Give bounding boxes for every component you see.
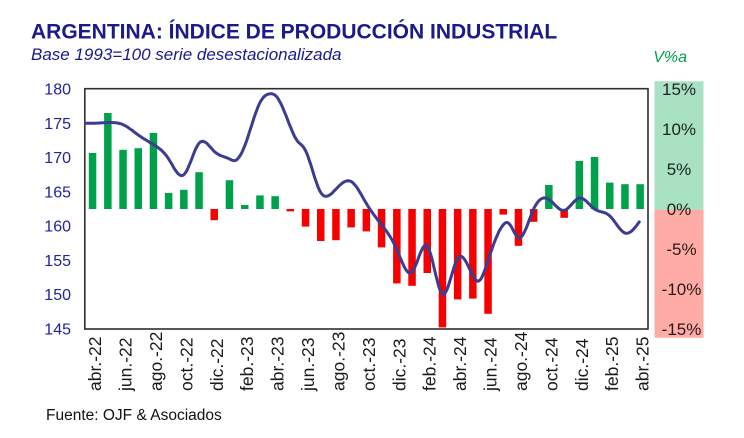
svg-text:jun.-24: jun.-24 — [481, 337, 501, 392]
svg-text:oct.-23: oct.-23 — [359, 338, 379, 392]
svg-text:Fuente: OJF & Asociados: Fuente: OJF & Asociados — [46, 407, 222, 424]
svg-text:150: 150 — [44, 287, 71, 304]
svg-text:jun.-22: jun.-22 — [116, 337, 136, 392]
svg-text:ago.-23: ago.-23 — [329, 332, 349, 391]
svg-text:ago.-24: ago.-24 — [511, 331, 531, 391]
svg-text:155: 155 — [44, 253, 71, 270]
svg-text:feb.-25: feb.-25 — [602, 337, 622, 391]
svg-text:-15%: -15% — [662, 320, 702, 339]
svg-text:oct.-22: oct.-22 — [176, 338, 196, 392]
svg-text:dic.-22: dic.-22 — [207, 338, 227, 391]
svg-text:145: 145 — [44, 322, 71, 339]
svg-text:jun.-23: jun.-23 — [298, 337, 318, 392]
svg-text:-5%: -5% — [666, 240, 696, 259]
svg-text:0%: 0% — [667, 200, 692, 219]
svg-text:-10%: -10% — [662, 280, 702, 299]
svg-text:175: 175 — [44, 116, 71, 133]
svg-text:abr.-22: abr.-22 — [85, 337, 105, 391]
svg-text:feb.-24: feb.-24 — [420, 336, 440, 391]
svg-text:dic.-24: dic.-24 — [572, 338, 592, 391]
svg-text:160: 160 — [44, 219, 71, 236]
svg-text:V%a: V%a — [653, 49, 687, 66]
svg-text:ARGENTINA: ÍNDICE DE PRODUCCIÓ: ARGENTINA: ÍNDICE DE PRODUCCIÓN INDUSTRI… — [31, 20, 557, 44]
svg-text:dic.-23: dic.-23 — [389, 338, 409, 391]
svg-text:165: 165 — [44, 184, 71, 201]
svg-text:feb.-23: feb.-23 — [237, 337, 257, 391]
svg-text:10%: 10% — [662, 120, 696, 139]
svg-text:ago.-22: ago.-22 — [146, 332, 166, 391]
svg-text:180: 180 — [44, 82, 71, 99]
svg-text:15%: 15% — [662, 80, 696, 99]
svg-text:abr.-24: abr.-24 — [450, 336, 470, 391]
svg-text:170: 170 — [44, 150, 71, 167]
svg-text:abr.-25: abr.-25 — [633, 337, 653, 391]
svg-text:5%: 5% — [667, 160, 692, 179]
svg-text:Base 1993=100 serie desestacio: Base 1993=100 serie desestacionalizada — [31, 45, 341, 64]
svg-text:abr.-23: abr.-23 — [268, 337, 288, 391]
svg-text:oct.-24: oct.-24 — [541, 337, 561, 391]
